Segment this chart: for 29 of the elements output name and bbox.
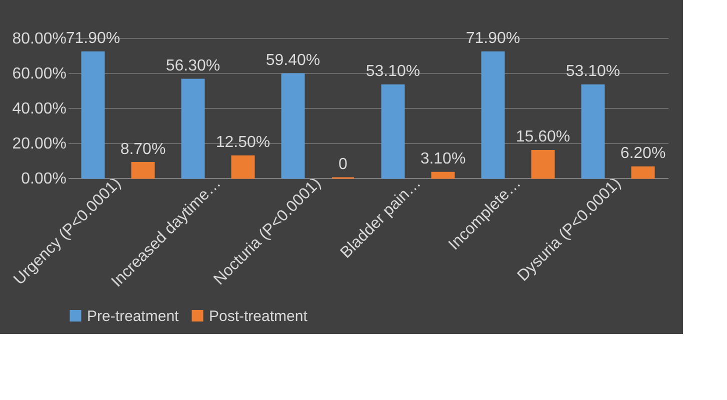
y-tick-label: 60.00% xyxy=(12,66,66,82)
data-label: 15.60% xyxy=(516,128,570,146)
bar xyxy=(231,155,255,179)
data-label: 71.90% xyxy=(66,30,120,48)
legend-label: Post-treatment xyxy=(209,308,308,325)
y-tick-label: 40.00% xyxy=(12,100,66,118)
data-label: 12.50% xyxy=(216,134,270,152)
data-label: 53.10% xyxy=(366,63,420,80)
data-label: 71.90% xyxy=(466,30,520,48)
bar xyxy=(431,172,455,179)
legend-label: Pre-treatment xyxy=(87,308,180,325)
data-label: 59.40% xyxy=(266,52,320,70)
data-label: 0 xyxy=(338,156,348,173)
bar xyxy=(181,78,205,179)
bar xyxy=(481,51,505,179)
data-label: 53.10% xyxy=(566,63,620,80)
bar xyxy=(531,150,555,179)
bar xyxy=(81,51,105,179)
bar xyxy=(281,73,305,179)
bar xyxy=(381,84,405,179)
bar xyxy=(631,166,655,179)
bar xyxy=(131,162,155,179)
data-label: 56.30% xyxy=(166,57,220,74)
data-label: 6.20% xyxy=(620,145,666,162)
data-label: 8.70% xyxy=(120,140,166,158)
data-label: 3.10% xyxy=(420,150,466,168)
bar xyxy=(581,84,605,179)
y-tick-label: 80.00% xyxy=(12,30,66,48)
y-tick-label: 20.00% xyxy=(12,136,66,152)
